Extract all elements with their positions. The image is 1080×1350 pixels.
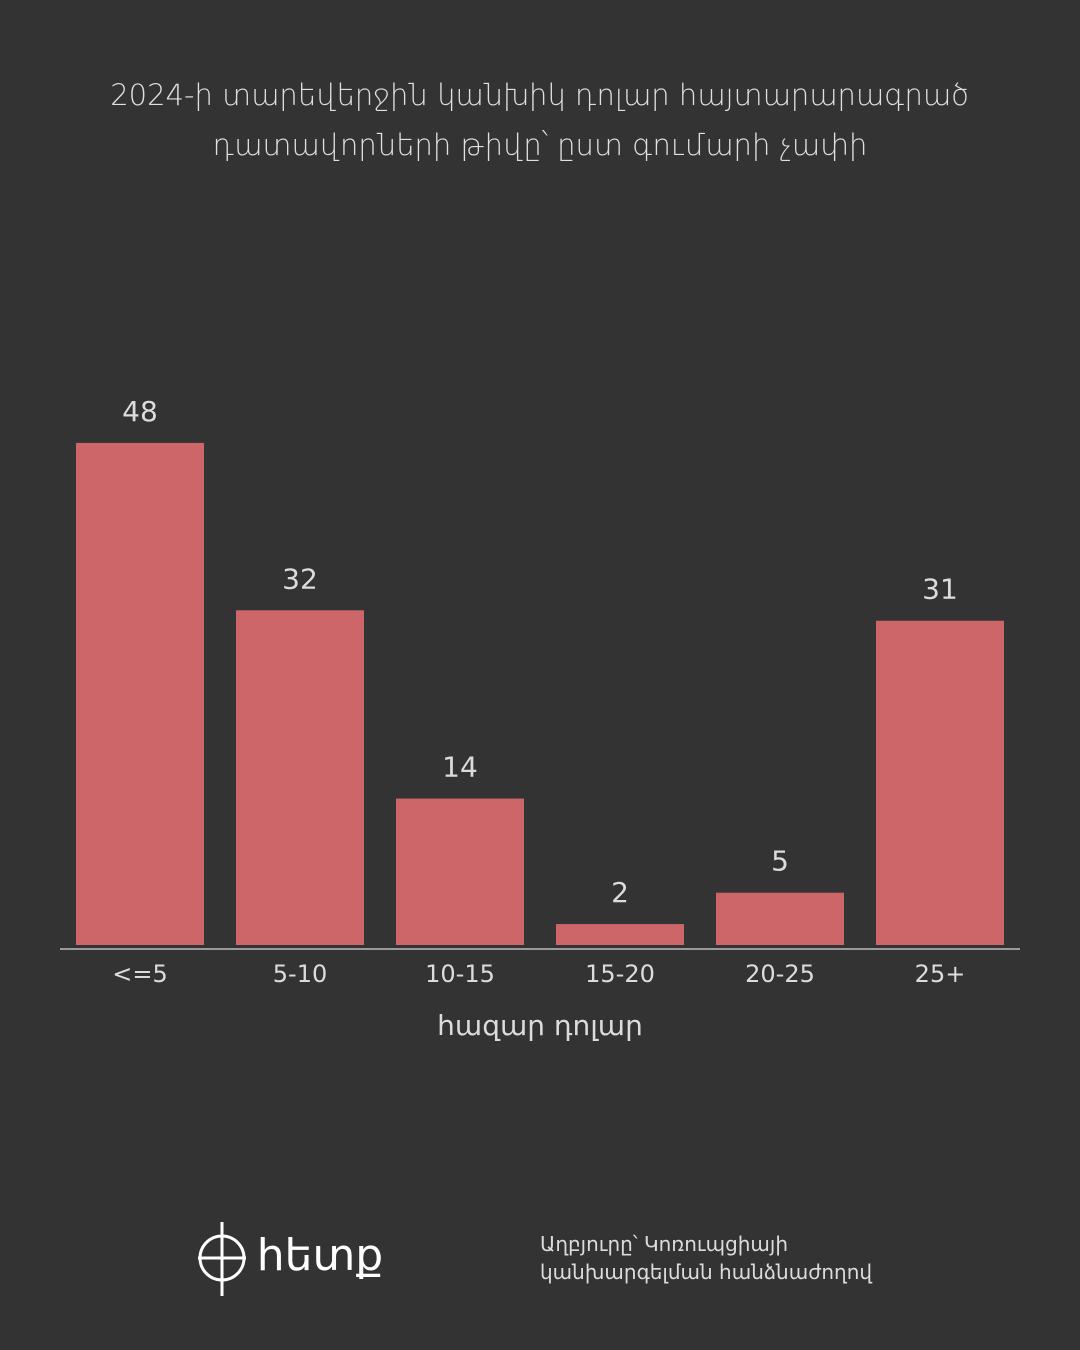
value-label: 32 [282,562,318,595]
value-label: 5 [771,845,789,878]
logo: հետք [198,1222,383,1296]
bar [716,892,844,945]
bar [556,924,684,945]
value-label: 48 [122,395,158,428]
bar [76,442,204,945]
x-axis-label: հազար դոլար [437,1009,643,1042]
source-line: Աղբյուրը՝ Կոռուպցիայի [540,1232,789,1256]
bar [236,610,364,945]
value-label: 14 [442,751,478,784]
x-tick-label: 5-10 [273,960,327,988]
x-tick-label: <=5 [112,960,168,988]
bar [876,620,1004,945]
bar [396,798,524,945]
x-tick-label: 10-15 [425,960,495,988]
x-tick-label: 25+ [915,960,966,988]
source: Աղբյուրը՝ Կոռուպցիայի կանխարգելման հանձն… [540,1230,872,1286]
value-label: 2 [611,876,629,909]
value-label: 31 [922,573,958,606]
x-tick-label: 15-20 [585,960,655,988]
source-line: կանխարգելման հանձնաժողով [540,1260,873,1284]
logo-text: հետք [257,1230,384,1281]
chart-title: 2024-ի տարեվերջին կանխիկ դոլար հայտարարա… [110,78,970,162]
x-tick-label: 20-25 [745,960,815,988]
